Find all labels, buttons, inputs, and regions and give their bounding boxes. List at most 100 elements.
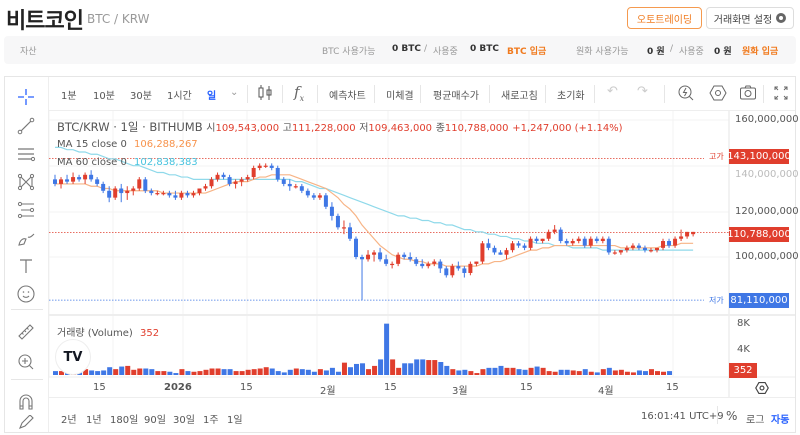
close-label: 종 xyxy=(435,123,445,134)
candle-type-button[interactable] xyxy=(257,84,273,105)
range-90d[interactable]: 90일 xyxy=(144,415,166,426)
ma60-label: MA 60 close 0 xyxy=(57,157,127,168)
close-value: 110,788,000 xyxy=(444,123,509,134)
tradingview-logo[interactable]: TV xyxy=(55,339,91,375)
time-tick: 15 xyxy=(666,382,679,393)
toolbar-divider xyxy=(594,85,595,103)
time-tick: 15 xyxy=(520,382,533,393)
screenshot-button[interactable] xyxy=(739,84,757,105)
magnet-tool[interactable] xyxy=(15,391,37,413)
divider xyxy=(717,406,718,424)
log-toggle[interactable]: 로그 xyxy=(746,415,765,426)
magnet-icon xyxy=(19,394,33,410)
toolbar-divider xyxy=(763,85,764,103)
reset-button[interactable]: 초기화 xyxy=(557,91,585,102)
fibonacci-icon xyxy=(17,201,35,219)
interval-dropdown-chevron-icon[interactable]: ⌄ xyxy=(230,87,239,98)
settings-label: 거래화면 설정 xyxy=(713,14,773,26)
indicators-fx-icon[interactable]: fx xyxy=(294,83,305,103)
ma60-legend[interactable]: MA 60 close 0 102,838,383 xyxy=(57,157,198,168)
fib-tool[interactable] xyxy=(15,199,37,221)
asset-label: 자산 xyxy=(20,47,37,57)
low-value: 109,463,000 xyxy=(368,123,433,134)
lightning-search-icon xyxy=(678,85,694,101)
emoji-tool[interactable] xyxy=(15,283,37,305)
krw-in-use-value: 0 원 xyxy=(714,47,732,57)
parallel-lines-tool[interactable] xyxy=(15,143,37,165)
interval-1m[interactable]: 1분 xyxy=(61,91,77,102)
trendline-tool[interactable] xyxy=(15,115,37,137)
volume-tick: 4K xyxy=(737,344,750,355)
current-volume-tag: 352 xyxy=(729,363,757,378)
interval-30m[interactable]: 30분 xyxy=(130,91,152,102)
range-2y[interactable]: 2년 xyxy=(61,415,77,426)
auto-toggle[interactable]: 자동 xyxy=(771,415,790,426)
time-tick: 3월 xyxy=(452,386,468,397)
forecast-chart-button[interactable]: 예측차트 xyxy=(329,91,366,102)
zoom-in-icon xyxy=(18,354,34,370)
chart-canvas[interactable] xyxy=(49,111,795,397)
candlestick-icon xyxy=(258,85,272,100)
undo-icon[interactable]: ↶ xyxy=(607,84,618,99)
redo-icon[interactable]: ↷ xyxy=(637,84,648,99)
crosshair-tool[interactable] xyxy=(15,86,37,108)
unfilled-orders-button[interactable]: 미체결 xyxy=(386,91,414,102)
change-value: +1,247,000 (+1.14%) xyxy=(512,123,623,134)
refresh-button[interactable]: 새로고침 xyxy=(501,91,538,102)
volume-tick: 8K xyxy=(737,318,750,329)
range-1w[interactable]: 1주 xyxy=(203,415,219,426)
ma15-legend[interactable]: MA 15 close 0 106,288,267 xyxy=(57,139,198,150)
text-tool[interactable] xyxy=(15,255,37,277)
fullscreen-button[interactable] xyxy=(773,85,789,104)
fullscreen-icon xyxy=(774,86,788,100)
chart-frame: 1분 10분 30분 1시간 일 ⌄ fx 예측차트 미체결 평균매수가 새로고… xyxy=(4,76,799,433)
pencil-icon xyxy=(19,415,34,429)
toolbar-divider xyxy=(247,85,248,103)
percent-toggle[interactable]: % xyxy=(726,409,738,423)
low-label: 저 xyxy=(359,123,369,134)
interval-day[interactable]: 일 xyxy=(207,91,217,102)
ma60-value: 102,838,383 xyxy=(134,157,198,168)
price-tick: 160,000,000 xyxy=(735,114,799,125)
symbol-label: BTC/KRW · 1일 · BITHUMB xyxy=(57,120,203,134)
gear-icon xyxy=(776,13,787,23)
toolbar-divider xyxy=(282,85,283,103)
pattern-tool[interactable] xyxy=(15,171,37,193)
btc-in-use-value: 0 BTC xyxy=(470,44,499,54)
interval-1h[interactable]: 1시간 xyxy=(167,91,192,102)
crosshair-icon xyxy=(18,89,34,105)
range-1d[interactable]: 1일 xyxy=(227,415,243,426)
interval-10m[interactable]: 10분 xyxy=(93,91,115,102)
chart-settings-button[interactable] xyxy=(709,84,727,105)
auto-trading-button[interactable]: 오토트레이딩 xyxy=(627,7,702,29)
krw-available-label: 원화 사용가능 xyxy=(576,47,629,57)
zoom-in-tool[interactable] xyxy=(15,351,37,373)
price-chart[interactable]: BTC/KRW · 1일 · BITHUMB 시109,543,000 고111… xyxy=(49,111,799,432)
pencil-tool[interactable] xyxy=(15,415,37,429)
brush-tool[interactable] xyxy=(15,227,37,249)
btc-deposit-link[interactable]: BTC 입금 xyxy=(507,47,547,57)
range-30d[interactable]: 30일 xyxy=(173,415,195,426)
ruler-icon xyxy=(18,324,34,340)
price-tick: 100,000,000 xyxy=(735,251,799,262)
time-tick: 15 xyxy=(240,382,253,393)
krw-in-use-label: 사용중 xyxy=(679,47,704,57)
toolbar-divider xyxy=(489,85,490,103)
time-tick: 15 xyxy=(93,382,106,393)
trade-screen-settings-button[interactable]: 거래화면 설정 xyxy=(706,7,794,29)
slash: / xyxy=(424,44,428,54)
range-1y[interactable]: 1년 xyxy=(86,415,102,426)
high-value: 111,228,000 xyxy=(291,123,356,134)
range-180d[interactable]: 180일 xyxy=(110,415,139,426)
axis-settings-button[interactable] xyxy=(755,380,769,399)
avg-buy-price-button[interactable]: 평균매수가 xyxy=(433,91,479,102)
market-pair: BTC / KRW xyxy=(87,12,150,26)
krw-deposit-link[interactable]: 원화 입금 xyxy=(742,47,779,57)
alert-search-button[interactable] xyxy=(677,84,695,105)
coin-title: 비트코인 xyxy=(6,9,84,34)
measure-tool[interactable] xyxy=(15,321,37,343)
smiley-icon xyxy=(17,285,35,303)
price-tick: 120,000,000 xyxy=(735,206,799,217)
brush-icon xyxy=(18,233,35,246)
tool-divider-2 xyxy=(11,379,43,380)
